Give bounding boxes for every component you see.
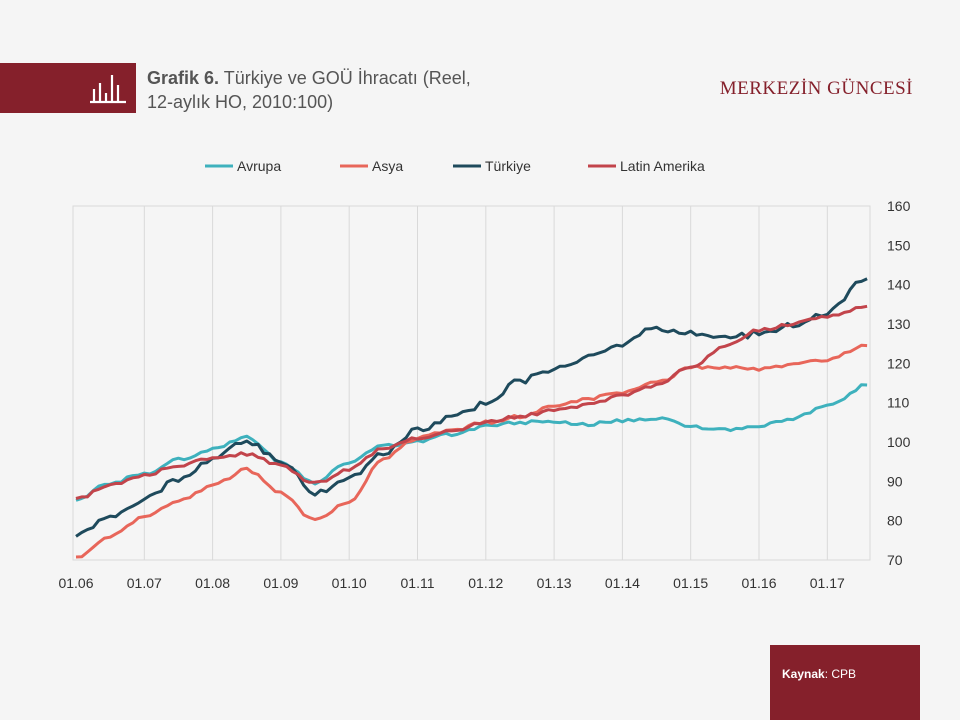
- y-tick-label: 70: [887, 552, 903, 568]
- x-tick-label: 01.06: [58, 575, 93, 591]
- y-tick-label: 130: [887, 316, 911, 332]
- y-tick-label: 110: [887, 395, 910, 411]
- source-box: Kaynak: CPB: [770, 645, 920, 720]
- y-tick-label: 100: [887, 434, 911, 450]
- header-band: [0, 63, 136, 113]
- x-tick-label: 01.13: [537, 575, 572, 591]
- chart-title-number: Grafik 6.: [147, 68, 220, 88]
- series-line-1: [75, 383, 868, 502]
- chart-subtitle: 12-aylık HO, 2010:100): [147, 92, 334, 112]
- legend-entry: Avrupa: [237, 158, 281, 174]
- y-tick-label: 80: [887, 513, 903, 529]
- source-separator: :: [824, 667, 832, 681]
- plot-area: [72, 205, 871, 561]
- x-tick-label: 01.09: [263, 575, 298, 591]
- chart-title: Grafik 6. Türkiye ve GOÜ İhracatı (Reel,…: [147, 66, 587, 114]
- x-tick-label: 01.15: [673, 575, 708, 591]
- brand-logo-text: MERKEZİN GÜNCESİ: [719, 78, 913, 99]
- y-tick-label: 150: [887, 237, 911, 253]
- source-value: CPB: [831, 667, 857, 681]
- legend-entry: Türkiye: [485, 158, 531, 174]
- line-chart: 01.06 01.07 01.08 01.09 01.10 01.11 01.12 01.13…: [58, 158, 911, 591]
- x-tick-label: 01.07: [127, 575, 162, 591]
- x-tick-label: 01.11: [401, 575, 435, 591]
- chart-title-text: Türkiye ve GOÜ İhracatı (Reel,: [219, 68, 471, 88]
- y-tick-label: 140: [887, 277, 911, 293]
- series-line-3: [75, 277, 868, 538]
- series-line-4: [75, 304, 868, 500]
- x-tick-label: 01.10: [332, 575, 367, 591]
- x-tick-label: 01.14: [605, 575, 640, 591]
- bar-chart-icon: [90, 75, 126, 104]
- y-tick-label: 160: [887, 198, 911, 214]
- legend-entry: Latin Amerika: [620, 158, 705, 174]
- x-tick-label: 01.17: [810, 575, 845, 591]
- source-label: Kaynak: [782, 667, 825, 681]
- x-tick-label: 01.08: [195, 575, 230, 591]
- y-tick-label: 120: [887, 355, 911, 371]
- legend-entry: Asya: [372, 158, 403, 174]
- x-tick-label: 01.12: [468, 575, 503, 591]
- x-tick-label: 01.16: [741, 575, 776, 591]
- y-tick-label: 90: [887, 473, 903, 489]
